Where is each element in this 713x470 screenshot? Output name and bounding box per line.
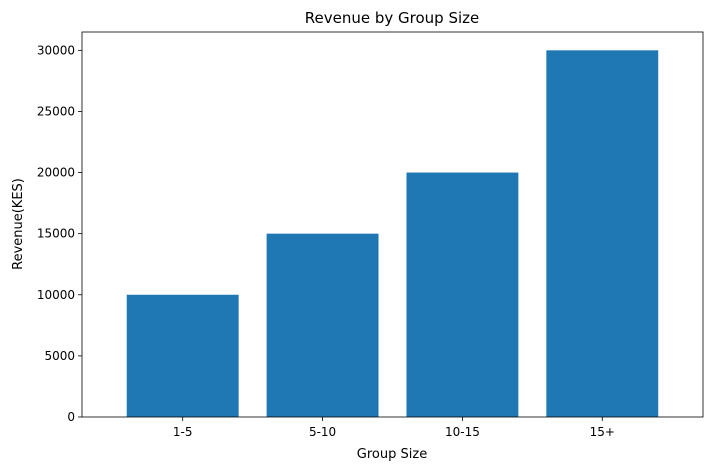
y-tick-label: 20000 xyxy=(37,166,75,180)
bar-4 xyxy=(546,50,659,417)
x-tick-label: 5-10 xyxy=(309,425,336,439)
x-tick-label: 15+ xyxy=(590,425,615,439)
chart-title: Revenue by Group Size xyxy=(305,9,480,27)
y-tick-label: 5000 xyxy=(44,349,75,363)
bar-3 xyxy=(406,172,519,417)
y-tick-label: 30000 xyxy=(37,43,75,57)
plot-area: 0 5000 10000 15000 20000 25000 30000 1-5 5-10 10-… xyxy=(37,31,704,439)
y-tick-label: 10000 xyxy=(37,288,75,302)
plot-frame xyxy=(81,31,704,418)
y-tick-label: 25000 xyxy=(37,104,75,118)
y-tick-label: 15000 xyxy=(37,227,75,241)
y-axis-label: Revenue(KES) xyxy=(11,178,26,270)
bar-2 xyxy=(266,233,379,417)
x-tick-label: 1-5 xyxy=(173,425,193,439)
x-tick-label: 10-15 xyxy=(445,425,480,439)
x-axis-label: Group Size xyxy=(357,447,427,462)
bar-1 xyxy=(126,294,239,417)
y-tick-label: 0 xyxy=(67,410,75,424)
